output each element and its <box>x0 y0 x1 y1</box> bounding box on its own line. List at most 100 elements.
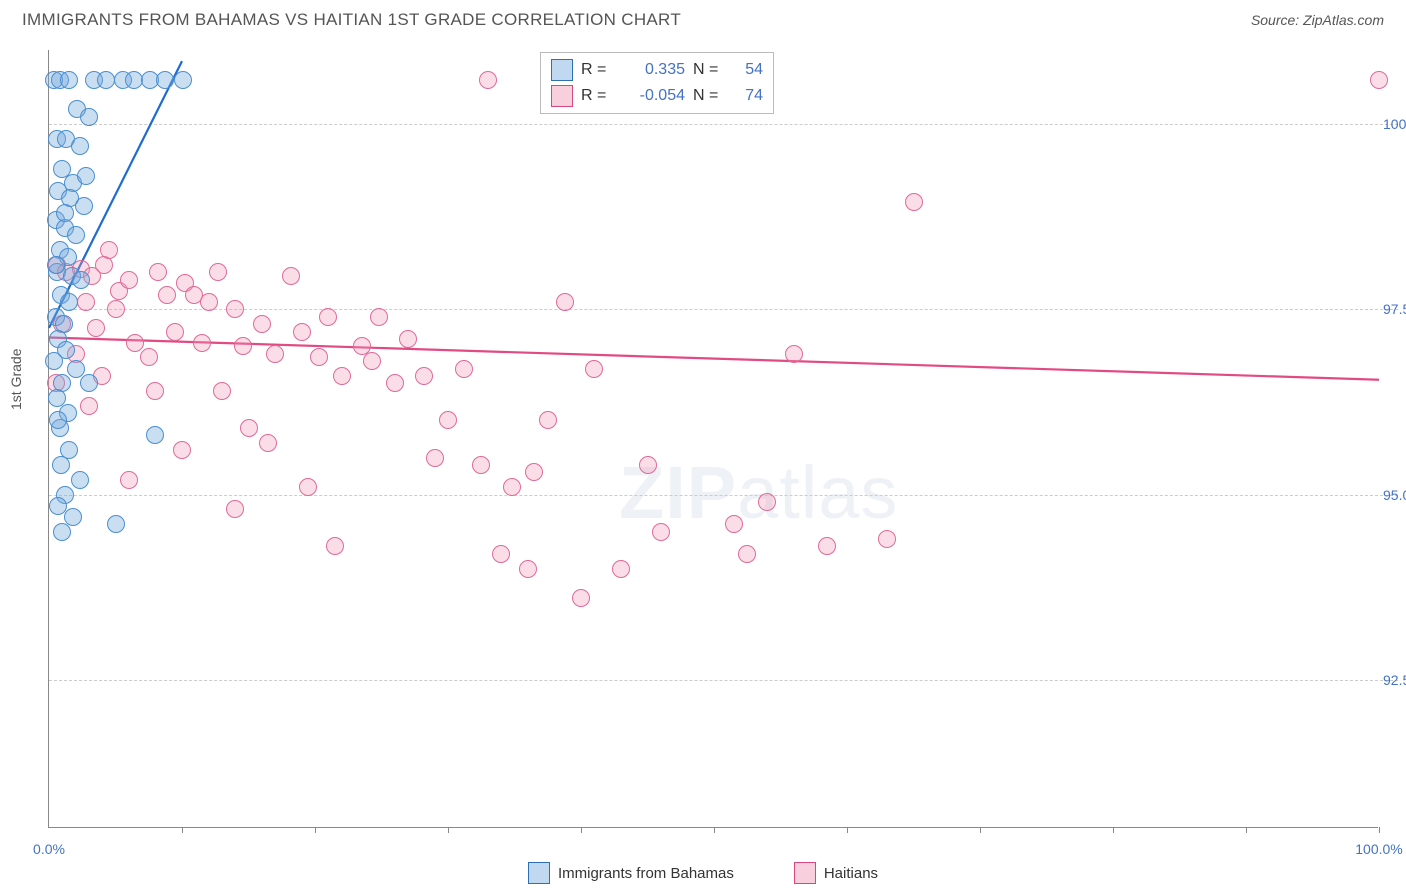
data-point-bahamas <box>174 71 192 89</box>
data-point-haitians <box>333 367 351 385</box>
stats-legend-row-bahamas: R = 0.335 N = 54 <box>551 57 763 83</box>
data-point-bahamas <box>56 204 74 222</box>
data-point-haitians <box>80 397 98 415</box>
x-tick-mark <box>1379 827 1380 833</box>
chart-source: Source: ZipAtlas.com <box>1251 12 1384 28</box>
chart-title: IMMIGRANTS FROM BAHAMAS VS HAITIAN 1ST G… <box>22 10 681 30</box>
data-point-haitians <box>213 382 231 400</box>
swatch-pink-icon <box>794 862 816 884</box>
data-point-haitians <box>149 263 167 281</box>
data-point-haitians <box>226 300 244 318</box>
scatter-plot: ZIPatlas 92.5%95.0%97.5%100.0%0.0%100.0% <box>48 50 1378 828</box>
data-point-haitians <box>293 323 311 341</box>
data-point-haitians <box>525 463 543 481</box>
data-point-bahamas <box>53 523 71 541</box>
data-point-haitians <box>209 263 227 281</box>
stats-legend-row-haitians: R = -0.054 N = 74 <box>551 83 763 109</box>
data-point-haitians <box>439 411 457 429</box>
data-point-bahamas <box>71 137 89 155</box>
data-point-bahamas <box>49 411 67 429</box>
series-legend: Immigrants from Bahamas Haitians <box>0 862 1406 884</box>
data-point-bahamas <box>67 226 85 244</box>
y-tick-label: 97.5% <box>1383 301 1406 317</box>
y-tick-label: 95.0% <box>1383 487 1406 503</box>
data-point-bahamas <box>97 71 115 89</box>
data-point-haitians <box>725 515 743 533</box>
data-point-haitians <box>572 589 590 607</box>
data-point-haitians <box>326 537 344 555</box>
data-point-haitians <box>785 345 803 363</box>
data-point-haitians <box>905 193 923 211</box>
data-point-haitians <box>386 374 404 392</box>
data-point-haitians <box>120 271 138 289</box>
data-point-haitians <box>200 293 218 311</box>
data-point-bahamas <box>47 256 65 274</box>
data-point-haitians <box>455 360 473 378</box>
data-point-haitians <box>503 478 521 496</box>
data-point-haitians <box>758 493 776 511</box>
data-point-haitians <box>77 293 95 311</box>
data-point-haitians <box>370 308 388 326</box>
data-point-haitians <box>363 352 381 370</box>
data-point-haitians <box>253 315 271 333</box>
data-point-haitians <box>226 500 244 518</box>
data-point-haitians <box>173 441 191 459</box>
data-point-bahamas <box>107 515 125 533</box>
data-point-haitians <box>140 348 158 366</box>
data-point-haitians <box>415 367 433 385</box>
data-point-haitians <box>426 449 444 467</box>
data-point-haitians <box>282 267 300 285</box>
swatch-blue-icon <box>551 59 573 81</box>
data-point-bahamas <box>146 426 164 444</box>
data-point-haitians <box>299 478 317 496</box>
y-axis-label: 1st Grade <box>8 349 24 410</box>
data-point-haitians <box>100 241 118 259</box>
data-point-haitians <box>472 456 490 474</box>
data-point-haitians <box>399 330 417 348</box>
data-point-bahamas <box>80 108 98 126</box>
data-point-haitians <box>878 530 896 548</box>
data-point-bahamas <box>77 167 95 185</box>
data-point-haitians <box>479 71 497 89</box>
swatch-pink-icon <box>551 85 573 107</box>
data-point-haitians <box>612 560 630 578</box>
data-point-haitians <box>240 419 258 437</box>
data-point-haitians <box>652 523 670 541</box>
data-point-haitians <box>585 360 603 378</box>
data-point-bahamas <box>72 271 90 289</box>
legend-item-bahamas: Immigrants from Bahamas <box>528 862 734 884</box>
data-point-haitians <box>259 434 277 452</box>
stats-legend: R = 0.335 N = 54 R = -0.054 N = 74 <box>540 52 774 114</box>
legend-item-haitians: Haitians <box>794 862 878 884</box>
data-point-haitians <box>639 456 657 474</box>
data-point-haitians <box>1370 71 1388 89</box>
x-tick-label: 100.0% <box>1355 841 1402 857</box>
data-point-bahamas <box>45 352 63 370</box>
y-tick-label: 100.0% <box>1383 116 1406 132</box>
data-point-haitians <box>126 334 144 352</box>
data-point-bahamas <box>60 71 78 89</box>
x-tick-label: 0.0% <box>33 841 65 857</box>
data-point-haitians <box>519 560 537 578</box>
data-point-haitians <box>492 545 510 563</box>
data-point-haitians <box>146 382 164 400</box>
data-point-bahamas <box>156 71 174 89</box>
data-point-haitians <box>556 293 574 311</box>
data-point-bahamas <box>75 197 93 215</box>
regression-lines <box>49 50 1379 828</box>
data-point-haitians <box>539 411 557 429</box>
data-point-haitians <box>120 471 138 489</box>
data-point-bahamas <box>67 360 85 378</box>
data-point-haitians <box>166 323 184 341</box>
data-point-haitians <box>319 308 337 326</box>
data-point-bahamas <box>80 374 98 392</box>
data-point-haitians <box>266 345 284 363</box>
data-point-haitians <box>193 334 211 352</box>
swatch-blue-icon <box>528 862 550 884</box>
data-point-haitians <box>107 300 125 318</box>
data-point-haitians <box>234 337 252 355</box>
data-point-haitians <box>818 537 836 555</box>
data-point-haitians <box>158 286 176 304</box>
data-point-haitians <box>87 319 105 337</box>
data-point-bahamas <box>60 293 78 311</box>
